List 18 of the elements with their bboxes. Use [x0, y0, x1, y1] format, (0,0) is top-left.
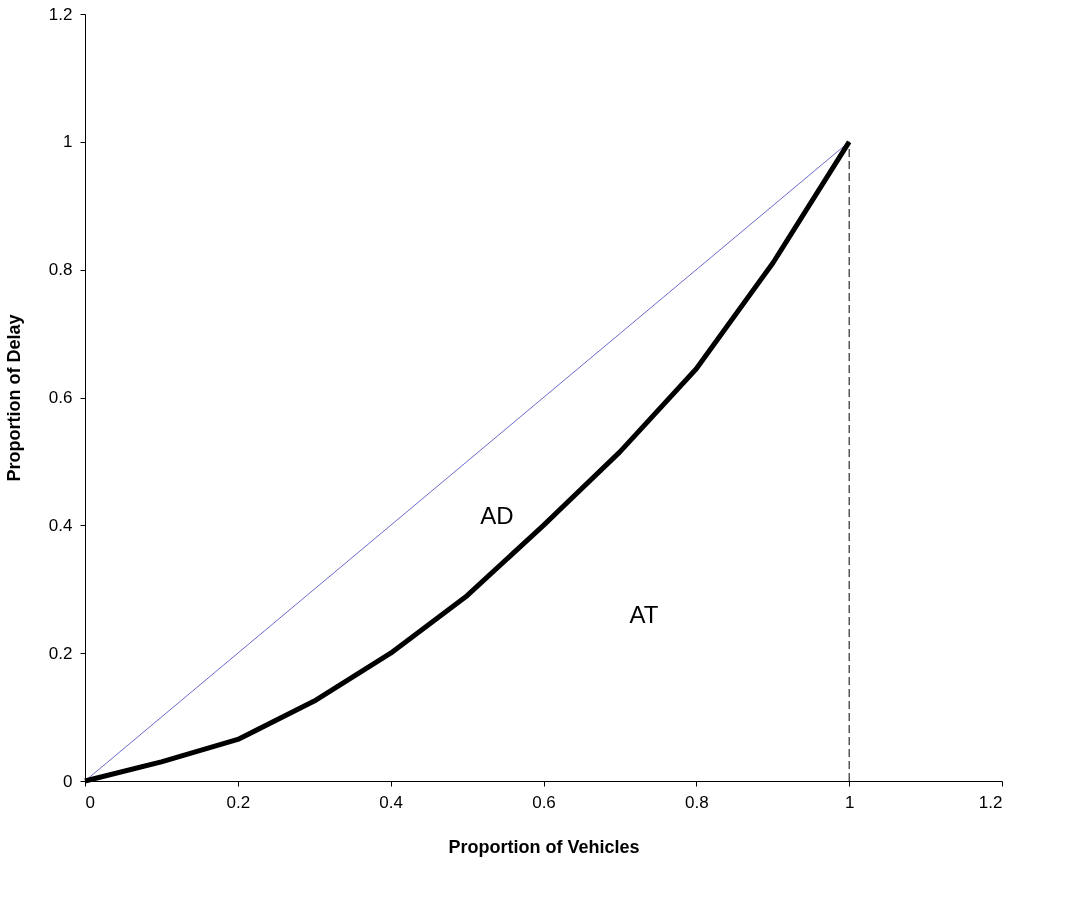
y-tick-label: 0.4: [48, 515, 73, 535]
y-tick-label: 0.8: [48, 260, 73, 280]
x-tick-label: 0: [85, 792, 95, 812]
x-tick-label: 0.8: [685, 792, 709, 812]
x-tick-label: 1: [844, 792, 855, 812]
x-tick-label: 0.4: [379, 792, 403, 812]
y-tick-label: 0: [63, 771, 73, 791]
annotation: AD: [480, 502, 514, 529]
annotation: AT: [629, 601, 659, 628]
y-axis-title: Proportion of Delay: [3, 314, 24, 482]
y-tick-label: 0.2: [48, 643, 73, 663]
x-tick-label: 0.6: [532, 792, 556, 812]
x-tick-label: 1.2: [978, 792, 1003, 812]
y-tick-label: 1: [63, 132, 73, 152]
x-axis-title: Proportion of Vehicles: [448, 836, 640, 857]
y-tick-label: 1.2: [48, 4, 73, 24]
x-tick-label: 0.2: [226, 792, 251, 812]
y-tick-label: 0.6: [48, 388, 73, 407]
